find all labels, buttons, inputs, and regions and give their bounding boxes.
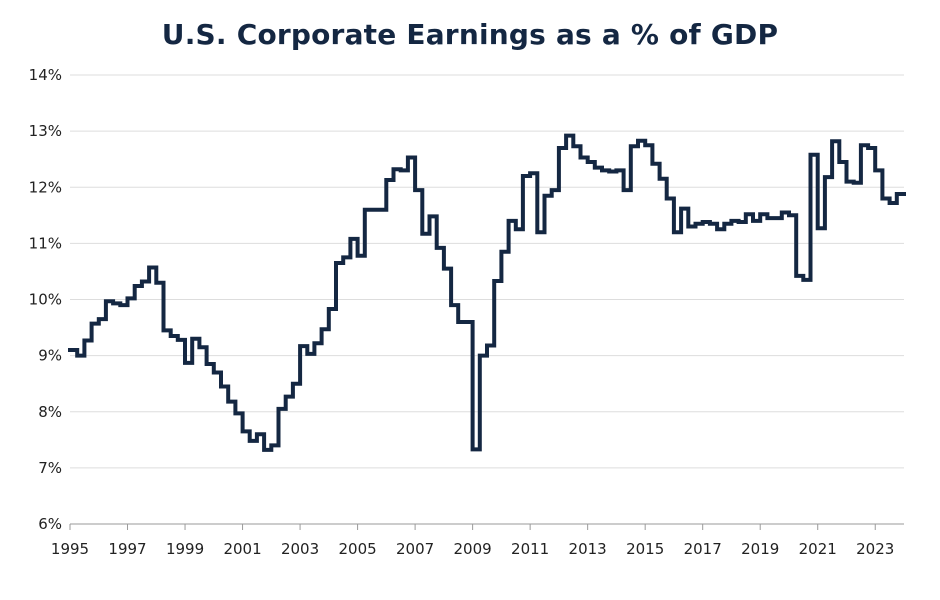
x-tick-label: 2023: [856, 540, 894, 558]
series-layer: [68, 133, 906, 452]
y-tick-label: 8%: [38, 403, 62, 421]
x-tick-label: 1997: [108, 540, 146, 558]
y-tick-label: 6%: [38, 515, 62, 533]
y-tick-label: 14%: [29, 66, 62, 84]
x-tick-label: 2013: [569, 540, 607, 558]
y-tick-label: 13%: [29, 122, 62, 140]
y-tick-label: 11%: [29, 234, 62, 252]
y-tick-label: 10%: [29, 291, 62, 309]
grid-lines: [70, 74, 904, 469]
x-tick-label: 2003: [281, 540, 319, 558]
x-tick-label: 2011: [511, 540, 549, 558]
x-tick-label: 2021: [799, 540, 837, 558]
x-tick-label: 2009: [454, 540, 492, 558]
x-tick-label: 2005: [338, 540, 376, 558]
series-line: [68, 133, 906, 452]
x-tick-label: 1995: [51, 540, 89, 558]
y-tick-label: 7%: [38, 459, 62, 477]
chart-title: U.S. Corporate Earnings as a % of GDP: [161, 18, 779, 51]
y-tick-label: 12%: [29, 178, 62, 196]
x-tick-label: 2019: [741, 540, 779, 558]
y-axis: 6% 7% 8% 9% 10% 11% 12% 13% 14%: [29, 66, 62, 533]
x-tick-label: 1999: [166, 540, 204, 558]
y-tick-label: 9%: [38, 347, 62, 365]
x-axis: 1995 1997 1999 2001 2003 2005 2007 2009 2011 2013…: [51, 523, 904, 558]
x-tick-label: 2015: [626, 540, 664, 558]
x-tick-label: 2017: [684, 540, 722, 558]
x-tick-label: 2007: [396, 540, 434, 558]
x-tick-label: 2001: [223, 540, 261, 558]
